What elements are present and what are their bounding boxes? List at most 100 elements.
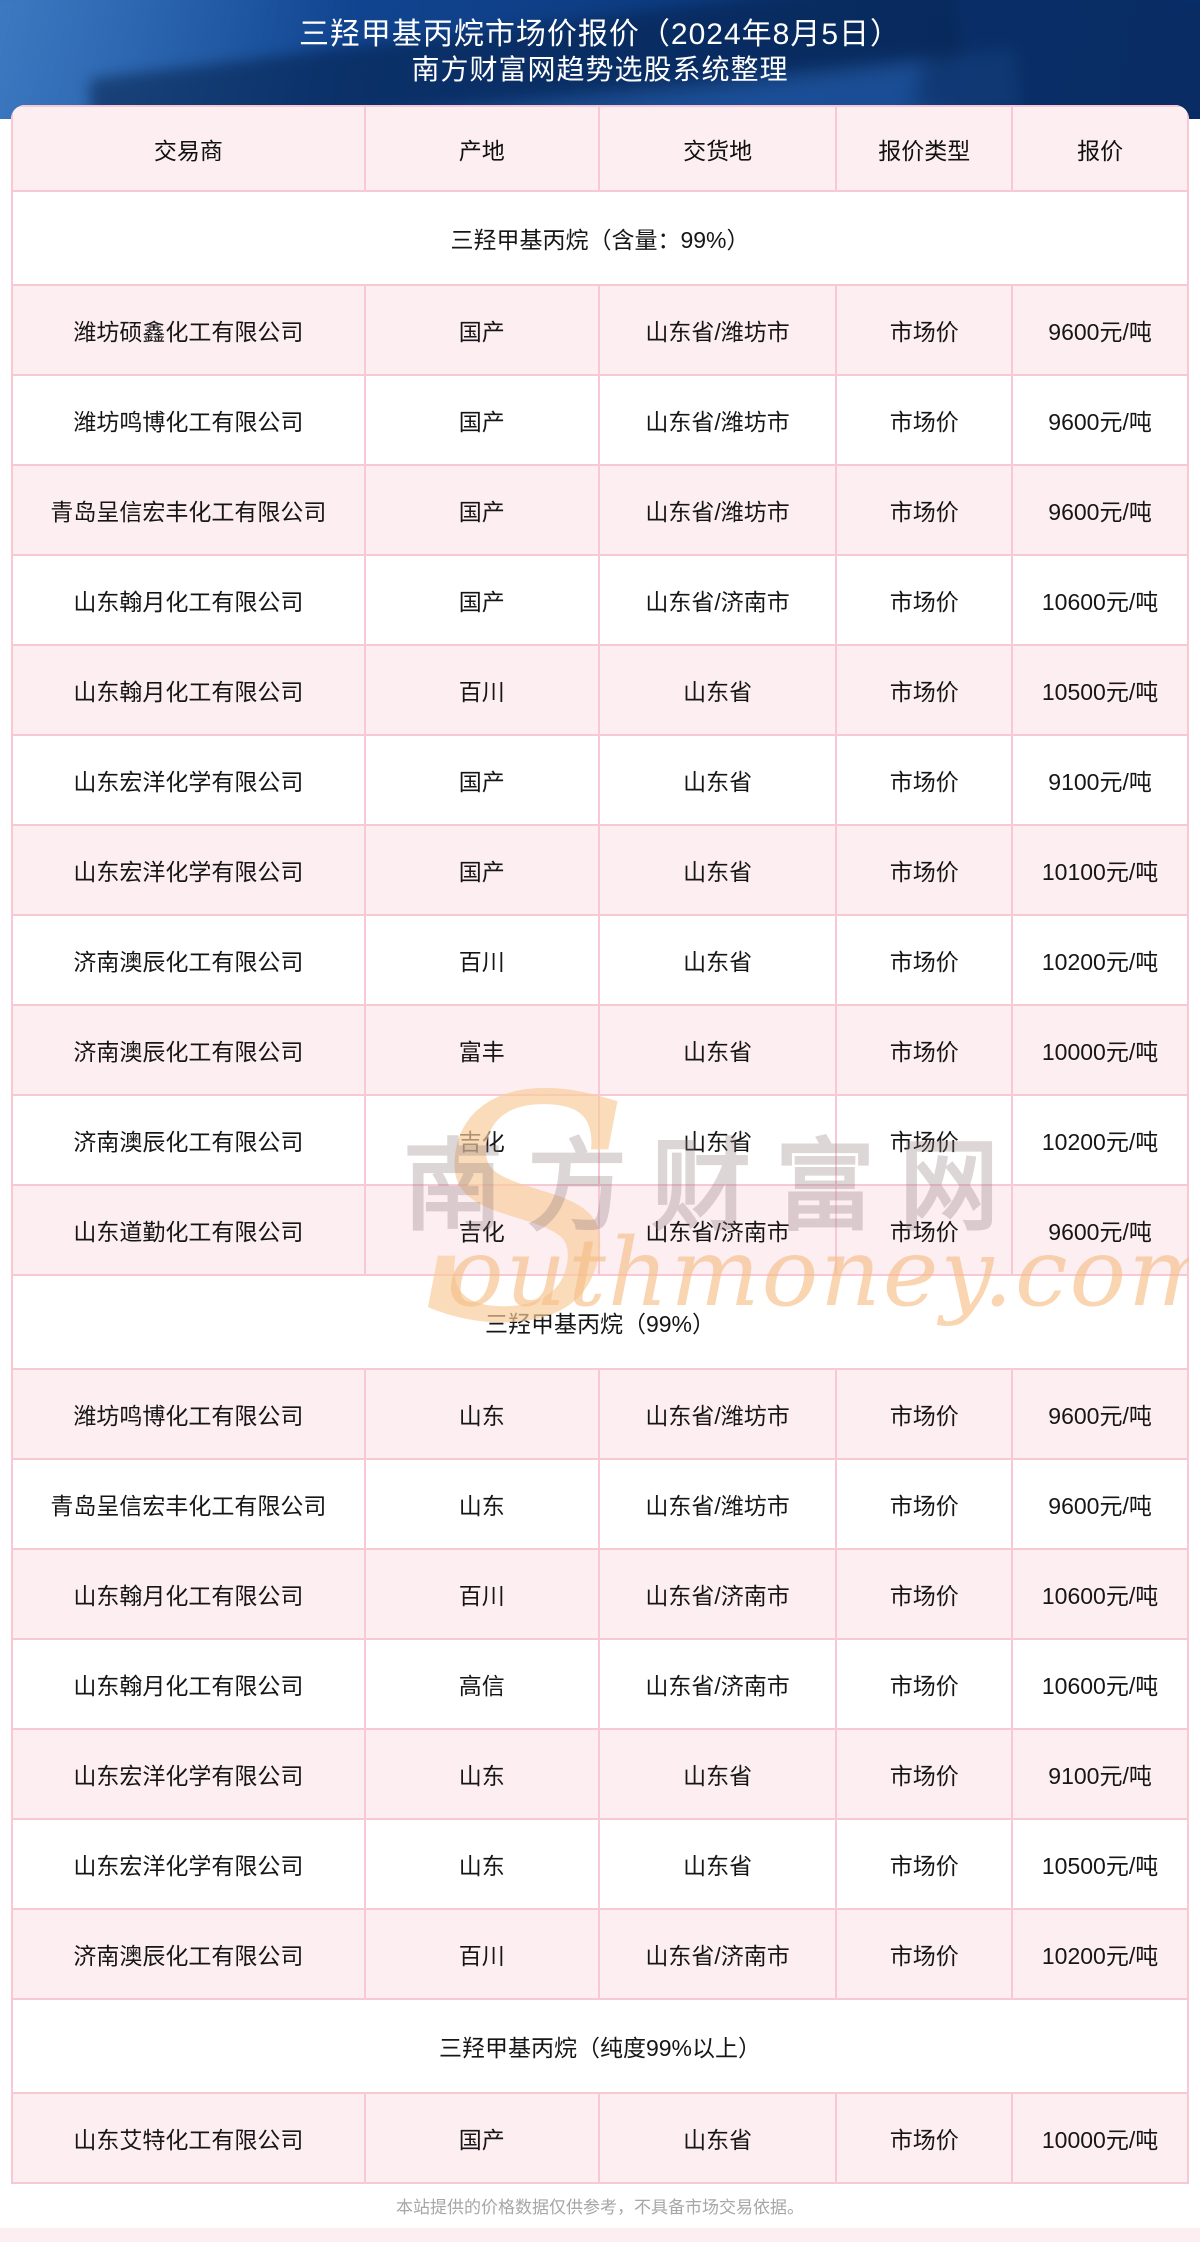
cell-delivery: 山东省/潍坊市: [597, 464, 838, 556]
cell-origin: 国产: [363, 554, 600, 646]
cell-price: 10200元/吨: [1011, 1094, 1189, 1186]
cell-origin: 百川: [363, 914, 600, 1006]
section-title: 三羟甲基丙烷（含量：99%）: [11, 190, 1189, 286]
cell-origin: 国产: [363, 374, 600, 466]
cell-quote-type: 市场价: [835, 464, 1014, 556]
table-row: 山东艾特化工有限公司 国产 山东省 市场价 10000元/吨: [11, 2092, 1189, 2184]
table-body: 三羟甲基丙烷（含量：99%） 潍坊硕鑫化工有限公司 国产 山东省/潍坊市 市场价 9600…: [11, 190, 1189, 2184]
section-title: 三羟甲基丙烷（纯度99%以上）: [11, 1998, 1189, 2094]
cell-quote-type: 市场价: [835, 1458, 1014, 1550]
cell-origin: 富丰: [363, 1004, 600, 1096]
cell-price: 10600元/吨: [1011, 1548, 1189, 1640]
cell-quote-type: 市场价: [835, 1818, 1014, 1910]
cell-delivery: 山东省/济南市: [597, 1548, 838, 1640]
cell-trader: 山东宏洋化学有限公司: [11, 734, 366, 826]
cell-trader: 潍坊鸣博化工有限公司: [11, 1368, 366, 1460]
cell-trader: 山东翰月化工有限公司: [11, 554, 366, 646]
table-row: 山东宏洋化学有限公司 山东 山东省 市场价 9100元/吨: [11, 1728, 1189, 1820]
cell-delivery: 山东省/济南市: [597, 1184, 838, 1276]
table-row: 潍坊鸣博化工有限公司 国产 山东省/潍坊市 市场价 9600元/吨: [11, 374, 1189, 466]
cell-price: 9600元/吨: [1011, 1184, 1189, 1276]
cell-origin: 吉化: [363, 1184, 600, 1276]
cell-quote-type: 市场价: [835, 284, 1014, 376]
cell-trader: 济南澳辰化工有限公司: [11, 1094, 366, 1186]
cell-quote-type: 市场价: [835, 1908, 1014, 2000]
table-row: 济南澳辰化工有限公司 百川 山东省/济南市 市场价 10200元/吨: [11, 1908, 1189, 2000]
cell-price: 9600元/吨: [1011, 284, 1189, 376]
page-header: 三羟甲基丙烷市场价报价（2024年8月5日） 南方财富网趋势选股系统整理: [0, 0, 1200, 119]
cell-origin: 山东: [363, 1458, 600, 1550]
cell-origin: 山东: [363, 1368, 600, 1460]
cell-price: 10500元/吨: [1011, 644, 1189, 736]
cell-trader: 山东宏洋化学有限公司: [11, 1728, 366, 1820]
cell-delivery: 山东省: [597, 2092, 838, 2184]
table-row: 山东翰月化工有限公司 百川 山东省/济南市 市场价 10600元/吨: [11, 1548, 1189, 1640]
cell-trader: 潍坊鸣博化工有限公司: [11, 374, 366, 466]
cell-price: 10200元/吨: [1011, 1908, 1189, 2000]
cell-origin: 百川: [363, 1548, 600, 1640]
price-table-container: 交易商 产地 交货地 报价类型 报价 三羟甲基丙烷（含量：99%） 潍坊硕鑫化工有…: [11, 105, 1189, 2184]
cell-delivery: 山东省: [597, 1728, 838, 1820]
cell-price: 10600元/吨: [1011, 1638, 1189, 1730]
page-footer: 本站提供的价格数据仅供参考，不具备市场交易依据。: [0, 2184, 1200, 2242]
cell-origin: 国产: [363, 2092, 600, 2184]
table-row: 山东宏洋化学有限公司 国产 山东省 市场价 10100元/吨: [11, 824, 1189, 916]
column-header-origin: 产地: [363, 105, 600, 192]
cell-price: 10600元/吨: [1011, 554, 1189, 646]
table-row: 山东翰月化工有限公司 国产 山东省/济南市 市场价 10600元/吨: [11, 554, 1189, 646]
cell-delivery: 山东省: [597, 644, 838, 736]
section-banner-row: 三羟甲基丙烷（含量：99%）: [11, 190, 1189, 286]
cell-delivery: 山东省: [597, 1818, 838, 1910]
cell-delivery: 山东省: [597, 914, 838, 1006]
column-header-quote-type: 报价类型: [835, 105, 1014, 192]
price-table: 交易商 产地 交货地 报价类型 报价 三羟甲基丙烷（含量：99%） 潍坊硕鑫化工有…: [11, 105, 1189, 2184]
cell-quote-type: 市场价: [835, 1004, 1014, 1096]
cell-delivery: 山东省/潍坊市: [597, 1368, 838, 1460]
cell-origin: 国产: [363, 734, 600, 826]
table-row: 山东翰月化工有限公司 高信 山东省/济南市 市场价 10600元/吨: [11, 1638, 1189, 1730]
cell-origin: 山东: [363, 1728, 600, 1820]
table-row: 济南澳辰化工有限公司 吉化 山东省 市场价 10200元/吨: [11, 1094, 1189, 1186]
cell-price: 9100元/吨: [1011, 734, 1189, 826]
cell-price: 9600元/吨: [1011, 374, 1189, 466]
table-row: 潍坊硕鑫化工有限公司 国产 山东省/潍坊市 市场价 9600元/吨: [11, 284, 1189, 376]
cell-delivery: 山东省: [597, 734, 838, 826]
cell-trader: 山东宏洋化学有限公司: [11, 824, 366, 916]
cell-quote-type: 市场价: [835, 2092, 1014, 2184]
bottom-strip: [0, 2228, 1200, 2242]
header-titles: 三羟甲基丙烷市场价报价（2024年8月5日） 南方财富网趋势选股系统整理: [0, 0, 1200, 87]
column-header-price: 报价: [1011, 105, 1189, 192]
cell-price: 9600元/吨: [1011, 464, 1189, 556]
table-row: 山东宏洋化学有限公司 山东 山东省 市场价 10500元/吨: [11, 1818, 1189, 1910]
cell-origin: 百川: [363, 644, 600, 736]
cell-origin: 百川: [363, 1908, 600, 2000]
cell-trader: 山东翰月化工有限公司: [11, 644, 366, 736]
cell-quote-type: 市场价: [835, 644, 1014, 736]
cell-origin: 山东: [363, 1818, 600, 1910]
table-row: 青岛呈信宏丰化工有限公司 国产 山东省/潍坊市 市场价 9600元/吨: [11, 464, 1189, 556]
cell-price: 9100元/吨: [1011, 1728, 1189, 1820]
cell-price: 10100元/吨: [1011, 824, 1189, 916]
table-row: 青岛呈信宏丰化工有限公司 山东 山东省/潍坊市 市场价 9600元/吨: [11, 1458, 1189, 1550]
cell-price: 10000元/吨: [1011, 2092, 1189, 2184]
cell-trader: 山东艾特化工有限公司: [11, 2092, 366, 2184]
cell-origin: 高信: [363, 1638, 600, 1730]
cell-delivery: 山东省/潍坊市: [597, 1458, 838, 1550]
cell-origin: 吉化: [363, 1094, 600, 1186]
cell-quote-type: 市场价: [835, 1184, 1014, 1276]
cell-origin: 国产: [363, 824, 600, 916]
cell-trader: 济南澳辰化工有限公司: [11, 1908, 366, 2000]
cell-quote-type: 市场价: [835, 1548, 1014, 1640]
page-subtitle: 南方财富网趋势选股系统整理: [411, 54, 789, 85]
cell-trader: 山东宏洋化学有限公司: [11, 1818, 366, 1910]
cell-quote-type: 市场价: [835, 374, 1014, 466]
section-title: 三羟甲基丙烷（99%）: [11, 1274, 1189, 1370]
cell-quote-type: 市场价: [835, 1368, 1014, 1460]
cell-delivery: 山东省: [597, 824, 838, 916]
table-row: 山东道勤化工有限公司 吉化 山东省/济南市 市场价 9600元/吨: [11, 1184, 1189, 1276]
table-row: 济南澳辰化工有限公司 百川 山东省 市场价 10200元/吨: [11, 914, 1189, 1006]
cell-quote-type: 市场价: [835, 734, 1014, 826]
cell-trader: 济南澳辰化工有限公司: [11, 914, 366, 1006]
cell-price: 10500元/吨: [1011, 1818, 1189, 1910]
